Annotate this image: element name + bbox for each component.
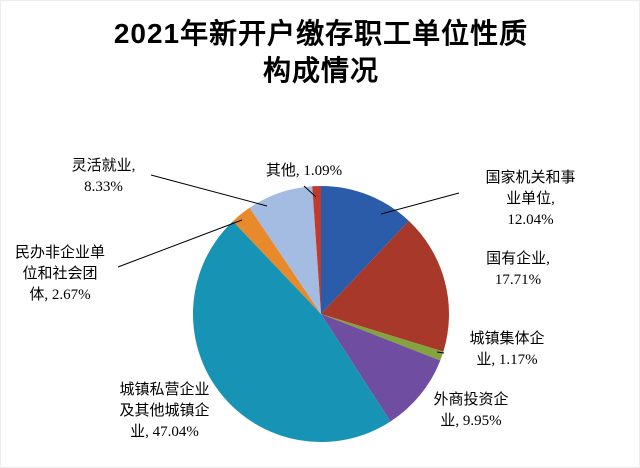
leader-line bbox=[380, 192, 460, 215]
leader-line bbox=[436, 351, 445, 354]
data-label-urban-collective-enterprises: 城镇集体企 业, 1.17% bbox=[469, 331, 545, 368]
pie-slice-2 bbox=[321, 220, 450, 352]
pie-slice-3 bbox=[321, 314, 444, 361]
leader-line bbox=[303, 185, 317, 198]
pie-slice-5 bbox=[192, 221, 391, 443]
pie-slice-7 bbox=[249, 186, 321, 314]
data-label-government-institutions: 国家机关和事 业单位, 12.04% bbox=[485, 170, 576, 228]
pie-slice-4 bbox=[321, 314, 441, 422]
pie-slice-8 bbox=[312, 186, 321, 314]
chart-title: 2021年新开户缴存职工单位性质 构成情况 bbox=[113, 18, 529, 86]
leader-line bbox=[117, 219, 243, 268]
pie-slice-6 bbox=[232, 207, 321, 314]
data-label-other: 其他, 1.09% bbox=[265, 163, 343, 179]
data-label-urban-private-enterprises: 城镇私营企业 及其他城镇企 业, 47.04% bbox=[119, 382, 210, 440]
leader-line bbox=[150, 174, 268, 207]
data-label-state-owned-enterprises: 国有企业, 17.71% bbox=[486, 251, 550, 288]
data-label-flexible-employment: 灵活就业, 8.33% bbox=[71, 158, 136, 195]
data-label-private-non-enterprise-units: 民办非企业单 位和社会团 体, 2.67% bbox=[14, 245, 105, 303]
pie-slice-1 bbox=[321, 186, 409, 314]
data-label-foreign-invested-enterprises: 外商投资企 业, 9.95% bbox=[433, 392, 509, 429]
